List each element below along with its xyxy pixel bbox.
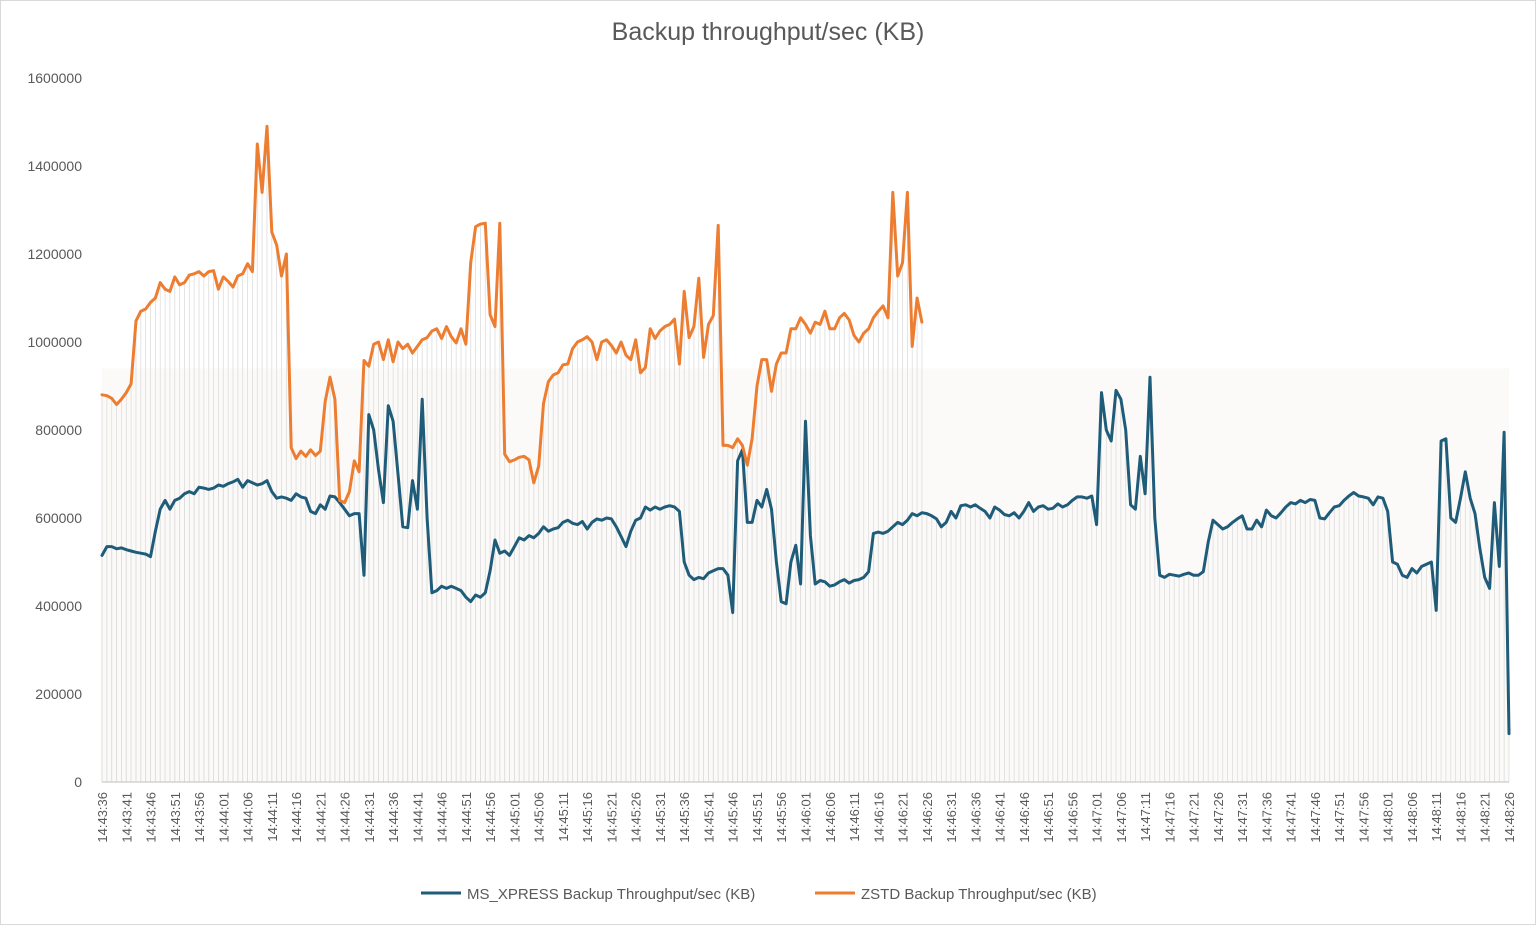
- x-tick-label: 14:46:41: [993, 792, 1008, 843]
- chart-title: Backup throughput/sec (KB): [611, 18, 925, 46]
- x-tick-label: 14:44:56: [483, 792, 498, 843]
- x-tick-label: 14:45:11: [556, 792, 571, 842]
- x-tick-label: 14:43:41: [119, 792, 134, 843]
- y-tick-label: 400000: [35, 598, 82, 614]
- x-tick-label: 14:44:46: [435, 792, 450, 843]
- x-tick-label: 14:47:41: [1284, 792, 1299, 843]
- x-tick-label: 14:45:21: [604, 792, 619, 843]
- x-tick-label: 14:46:36: [968, 792, 983, 843]
- x-tick-label: 14:47:16: [1162, 792, 1177, 843]
- x-tick-label: 14:47:51: [1332, 792, 1347, 843]
- x-tick-label: 14:46:46: [1017, 792, 1032, 843]
- x-tick-label: 14:47:06: [1114, 792, 1129, 843]
- legend-label-ms-xpress: MS_XPRESS Backup Throughput/sec (KB): [467, 886, 755, 903]
- y-tick-label: 1400000: [27, 158, 82, 174]
- x-tick-label: 14:43:46: [144, 792, 159, 843]
- x-tick-label: 14:48:11: [1429, 792, 1444, 842]
- x-tick-label: 14:46:51: [1041, 792, 1056, 843]
- x-tick-label: 14:47:11: [1138, 792, 1153, 842]
- series-line-zstd: [100, 124, 924, 505]
- y-tick-label: 800000: [35, 422, 82, 438]
- y-tick-label: 1000000: [27, 334, 82, 350]
- x-tick-label: 14:47:46: [1308, 792, 1323, 843]
- x-tick-label: 14:43:51: [168, 792, 183, 843]
- x-tick-label: 14:44:26: [338, 792, 353, 843]
- x-tick-label: 14:43:36: [95, 792, 110, 843]
- x-tick-label: 14:43:56: [192, 792, 207, 843]
- y-tick-label: 1600000: [27, 70, 82, 86]
- x-tick-label: 14:46:06: [823, 792, 838, 843]
- x-tick-label: 14:46:26: [920, 792, 935, 843]
- x-tick-label: 14:44:36: [386, 792, 401, 843]
- x-tick-label: 14:45:01: [507, 792, 522, 843]
- x-tick-label: 14:45:16: [580, 792, 595, 843]
- x-tick-label: 14:44:01: [216, 792, 231, 843]
- x-tick-label: 14:46:31: [944, 792, 959, 843]
- x-tick-label: 14:47:36: [1259, 792, 1274, 843]
- x-tick-label: 14:47:26: [1211, 792, 1226, 843]
- x-tick-label: 14:48:06: [1405, 792, 1420, 843]
- x-tick-label: 14:48:21: [1478, 792, 1493, 843]
- x-tick-label: 14:45:31: [653, 792, 668, 843]
- x-tick-label: 14:46:11: [847, 792, 862, 842]
- x-tick-label: 14:44:11: [265, 792, 280, 842]
- x-tick-label: 14:44:51: [459, 792, 474, 843]
- x-tick-label: 14:45:36: [677, 792, 692, 843]
- y-tick-label: 0: [74, 774, 82, 790]
- x-tick-label: 14:46:21: [896, 792, 911, 843]
- x-tick-label: 14:47:31: [1235, 792, 1250, 843]
- x-tick-label: 14:45:26: [629, 792, 644, 843]
- x-tick-label: 14:47:21: [1187, 792, 1202, 843]
- x-tick-label: 14:47:01: [1090, 792, 1105, 843]
- series-line-ms-xpress: [100, 375, 1511, 736]
- x-tick-label: 14:45:06: [532, 792, 547, 843]
- x-tick-label: 14:47:56: [1356, 792, 1371, 843]
- x-tick-label: 14:45:56: [774, 792, 789, 843]
- x-tick-label: 14:45:51: [750, 792, 765, 843]
- x-tick-label: 14:45:46: [726, 792, 741, 843]
- x-tick-label: 14:46:56: [1065, 792, 1080, 843]
- x-tick-label: 14:44:21: [313, 792, 328, 843]
- x-tick-label: 14:48:16: [1453, 792, 1468, 843]
- y-tick-label: 200000: [35, 686, 82, 702]
- x-tick-label: 14:46:16: [871, 792, 886, 843]
- x-tick-label: 14:48:26: [1502, 792, 1517, 843]
- y-tick-label: 1200000: [27, 246, 82, 262]
- x-tick-label: 14:46:01: [799, 792, 814, 843]
- x-tick-label: 14:45:41: [701, 792, 716, 843]
- x-tick-label: 14:44:16: [289, 792, 304, 843]
- x-tick-label: 14:48:01: [1381, 792, 1396, 843]
- x-tick-label: 14:44:06: [241, 792, 256, 843]
- y-tick-label: 600000: [35, 510, 82, 526]
- x-tick-label: 14:44:41: [410, 792, 425, 843]
- legend-label-zstd: ZSTD Backup Throughput/sec (KB): [861, 886, 1097, 903]
- x-tick-label: 14:44:31: [362, 792, 377, 843]
